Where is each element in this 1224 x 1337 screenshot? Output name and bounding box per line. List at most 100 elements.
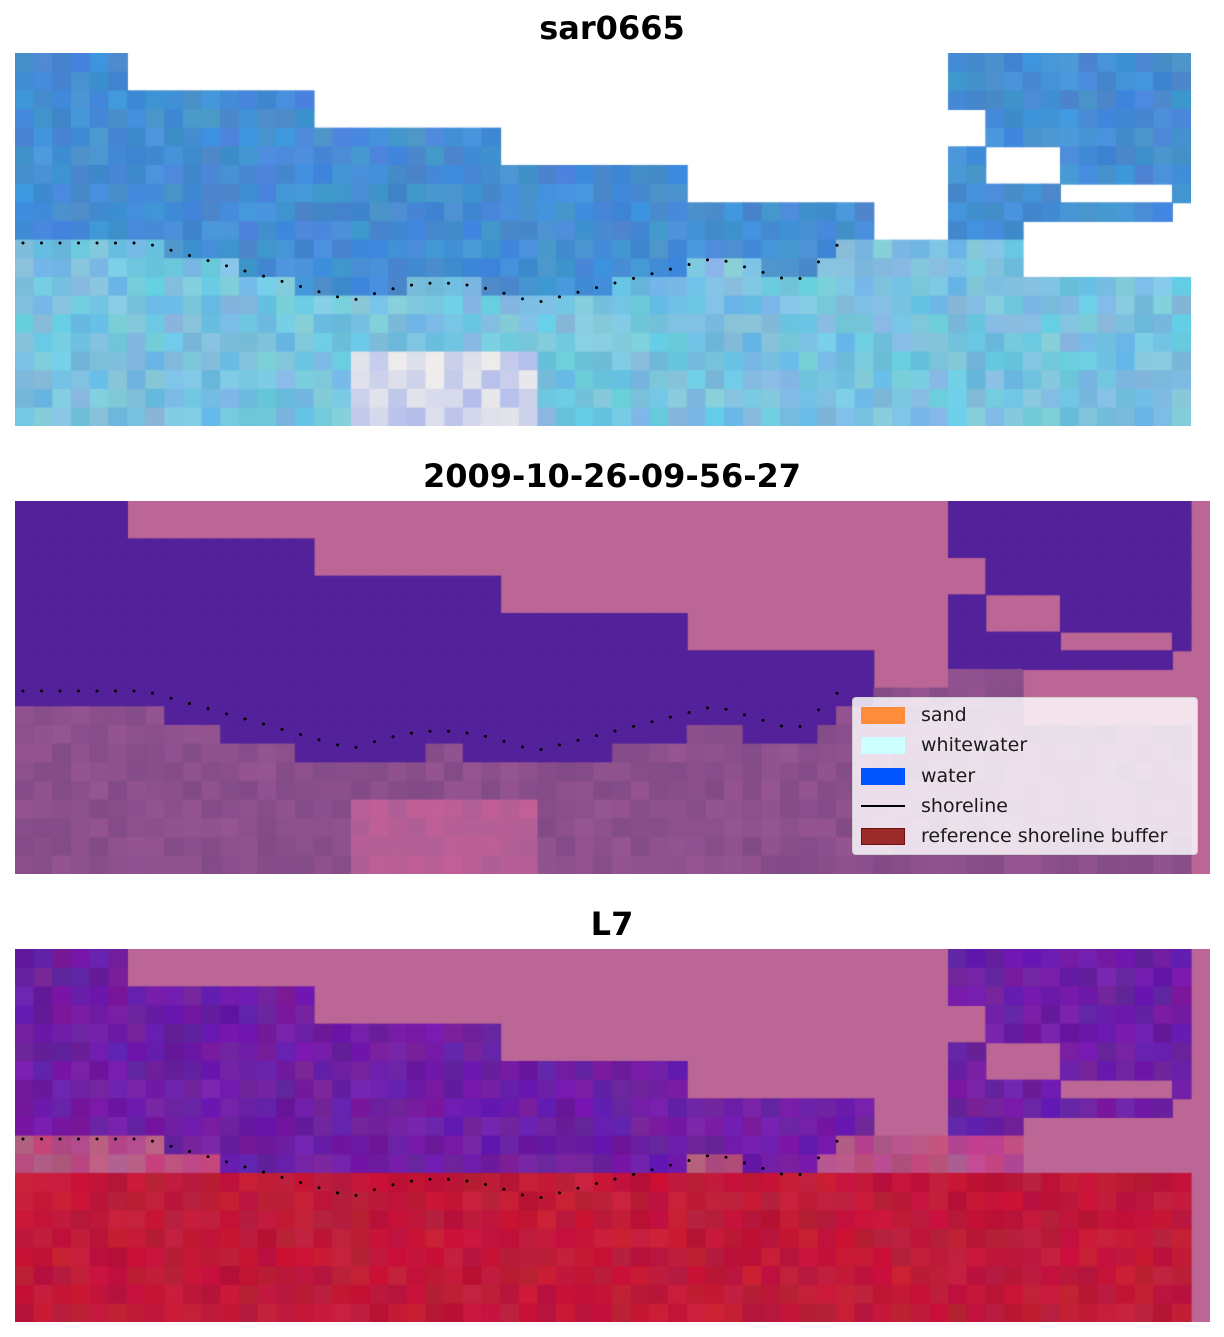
shoreline-dot [761,1166,765,1170]
shoreline-dot [206,707,210,711]
shoreline-dot [95,1137,99,1141]
shoreline-dot [21,1137,25,1141]
shoreline-dot [724,259,728,263]
shoreline-dot [835,1139,839,1143]
shoreline-dot [114,241,117,245]
shoreline-dot [539,300,543,303]
shoreline-dot [40,689,43,693]
shoreline-dot [188,701,191,705]
shoreline-dot [558,743,561,747]
shoreline-dot [206,1155,210,1159]
shoreline-dot [262,1170,265,1174]
legend-item-sand: sand [861,703,967,727]
shoreline-dot [447,1177,450,1181]
shoreline-dot [391,287,395,291]
shoreline-dot [132,241,136,245]
shoreline-dot [299,733,302,737]
shoreline-dot [502,1187,506,1191]
legend-label: shoreline [921,795,1008,817]
shoreline-dot [410,283,413,287]
shoreline-dot [373,740,376,744]
shoreline-dot [280,1175,284,1179]
shoreline-dot [317,738,321,742]
shoreline-dot [225,1160,228,1164]
shoreline-dot [354,297,358,301]
shoreline-dot [447,729,450,733]
shoreline-dot [169,1144,173,1148]
shoreline-dot [724,707,728,711]
shoreline-dot [243,269,247,273]
legend-label: reference shoreline buffer [921,825,1168,847]
legend-label: whitewater [921,734,1028,756]
shoreline-dot [798,277,802,280]
shoreline-dot [373,1188,376,1192]
shoreline-dot [576,738,580,742]
sand-swatch [861,706,905,724]
shoreline-dot [669,267,672,271]
shoreline-dot [95,689,99,693]
shoreline-dot [613,729,617,733]
shoreline-dot [632,276,635,280]
rgb-image-panel [15,53,1191,426]
shoreline-dot [225,264,228,268]
legend-label: water [921,765,976,787]
shoreline-dot [835,691,839,695]
shoreline-dot [169,696,173,700]
shoreline-dot [465,1179,469,1183]
shoreline-dot [798,725,802,728]
shoreline-dot [650,272,654,276]
shoreline-dot [595,286,598,290]
shoreline-dot [817,1156,820,1160]
shoreline-dot [280,279,284,283]
legend-item-reference-buffer: reference shoreline buffer [861,824,1167,848]
shoreline-dot [40,1137,43,1141]
shoreline-dots-overlay [21,1137,839,1199]
shoreline-dot [354,1193,358,1197]
shoreline-dot [336,295,339,299]
shoreline-dot [484,286,487,290]
panel-title-index: L7 [590,905,634,943]
shoreline-dot [521,297,524,301]
shoreline-dot [687,263,691,266]
shoreline-dot [262,722,265,726]
shoreline-dot [243,717,247,721]
shoreline-dot [539,1196,543,1199]
shoreline-dot [539,748,543,751]
shoreline-dot [595,1182,598,1186]
legend: sand whitewater water shoreline referenc… [852,697,1198,855]
shoreline-dot [58,241,62,245]
shoreline-dot [465,731,469,735]
shoreline-dot [354,745,358,749]
shoreline-dot [206,259,210,263]
shoreline-dot [336,1191,339,1195]
reference-buffer-swatch [861,827,905,845]
shoreline-dot [817,708,820,712]
shoreline-dot [650,1168,654,1172]
shoreline-dot [743,265,746,269]
shoreline-dot [595,734,598,738]
shoreline-dot [132,689,136,693]
shoreline-dot [391,735,395,739]
shoreline-dot [336,743,339,747]
shoreline-dot [798,1173,802,1176]
shoreline-dot [151,691,154,695]
shoreline-dot [484,734,487,738]
shoreline-dots-overlay [21,241,839,303]
shoreline-dot [761,718,765,722]
shoreline-dot [780,724,783,728]
shoreline-dot [428,281,432,285]
shoreline-dot [502,291,506,295]
shoreline-dot [521,1193,524,1197]
shoreline-dot [576,290,580,294]
shoreline-dot [484,1182,487,1186]
shoreline-dot [724,1155,728,1159]
shoreline-dot [835,243,839,247]
shoreline-dot [280,727,284,731]
shoreline-dot [780,1172,783,1176]
shoreline-dot [243,1165,247,1169]
shoreline-dot [558,295,561,299]
shoreline-dot [521,745,524,749]
shoreline-dot [151,1139,154,1143]
shoreline-dot [743,713,746,717]
shoreline-dot [669,1163,672,1167]
